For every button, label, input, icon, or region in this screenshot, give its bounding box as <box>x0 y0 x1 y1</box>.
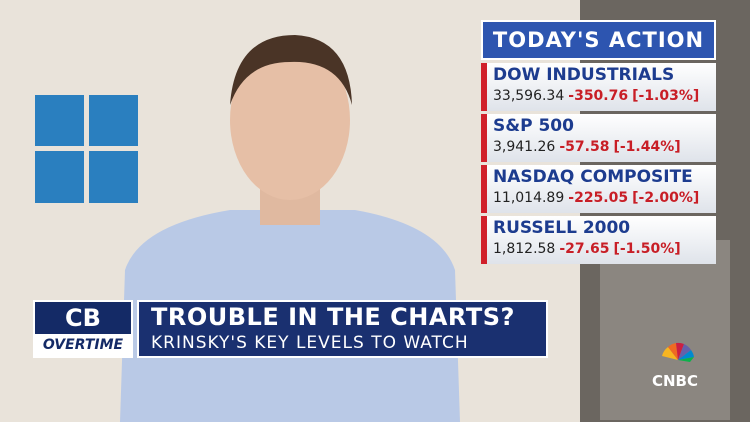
index-values: 3,941.26 -57.58 [-1.44%] <box>493 138 716 156</box>
show-logo-top: CB <box>65 304 101 332</box>
person-hair <box>230 35 352 105</box>
show-logo-bottom: OVERTIME <box>35 334 131 356</box>
background-blocks <box>600 240 730 420</box>
index-price: 11,014.89 <box>493 190 565 206</box>
index-percent: [-1.44%] <box>613 139 681 155</box>
ticker-item: NASDAQ COMPOSITE 11,014.89 -225.05 [-2.00%] <box>481 165 716 213</box>
headline: TROUBLE IN THE CHARTS? <box>151 303 515 331</box>
show-logo: CB OVERTIME <box>33 300 133 358</box>
index-change: -57.58 <box>559 139 610 155</box>
ticker-item: S&P 500 3,941.26 -57.58 [-1.44%] <box>481 114 716 162</box>
index-change: -225.05 <box>568 190 629 206</box>
ticker-list: DOW INDUSTRIALS 33,596.34 -350.76 [-1.03%] S… <box>481 63 716 264</box>
index-values: 1,812.58 -27.65 [-1.50%] <box>493 240 716 258</box>
index-name: RUSSELL 2000 <box>493 218 631 238</box>
index-values: 33,596.34 -350.76 [-1.03%] <box>493 87 716 105</box>
index-price: 33,596.34 <box>493 88 565 104</box>
index-percent: [-2.00%] <box>632 190 700 206</box>
index-price: 1,812.58 <box>493 241 556 257</box>
ticker-item: RUSSELL 2000 1,812.58 -27.65 [-1.50%] <box>481 216 716 264</box>
index-percent: [-1.03%] <box>632 88 700 104</box>
index-name: S&P 500 <box>493 116 574 136</box>
sign-logo-line <box>35 146 138 151</box>
index-change: -350.76 <box>568 88 629 104</box>
headline-box: TROUBLE IN THE CHARTS? KRINSKY'S KEY LEV… <box>137 300 548 358</box>
index-percent: [-1.50%] <box>613 241 681 257</box>
panel-title: TODAY'S ACTION <box>481 20 716 60</box>
index-price: 3,941.26 <box>493 139 556 155</box>
index-name: DOW INDUSTRIALS <box>493 65 675 85</box>
peacock <box>662 342 694 362</box>
index-values: 11,014.89 -225.05 [-2.00%] <box>493 189 716 207</box>
subheadline: KRINSKY'S KEY LEVELS TO WATCH <box>151 333 469 353</box>
network-logo: CNBC <box>652 372 699 390</box>
person-face <box>230 40 350 200</box>
index-change: -27.65 <box>559 241 610 257</box>
ticker-item: DOW INDUSTRIALS 33,596.34 -350.76 [-1.03%] <box>481 63 716 111</box>
index-name: NASDAQ COMPOSITE <box>493 167 693 187</box>
market-panel: TODAY'S ACTION DOW INDUSTRIALS 33,596.34-… <box>481 20 716 264</box>
